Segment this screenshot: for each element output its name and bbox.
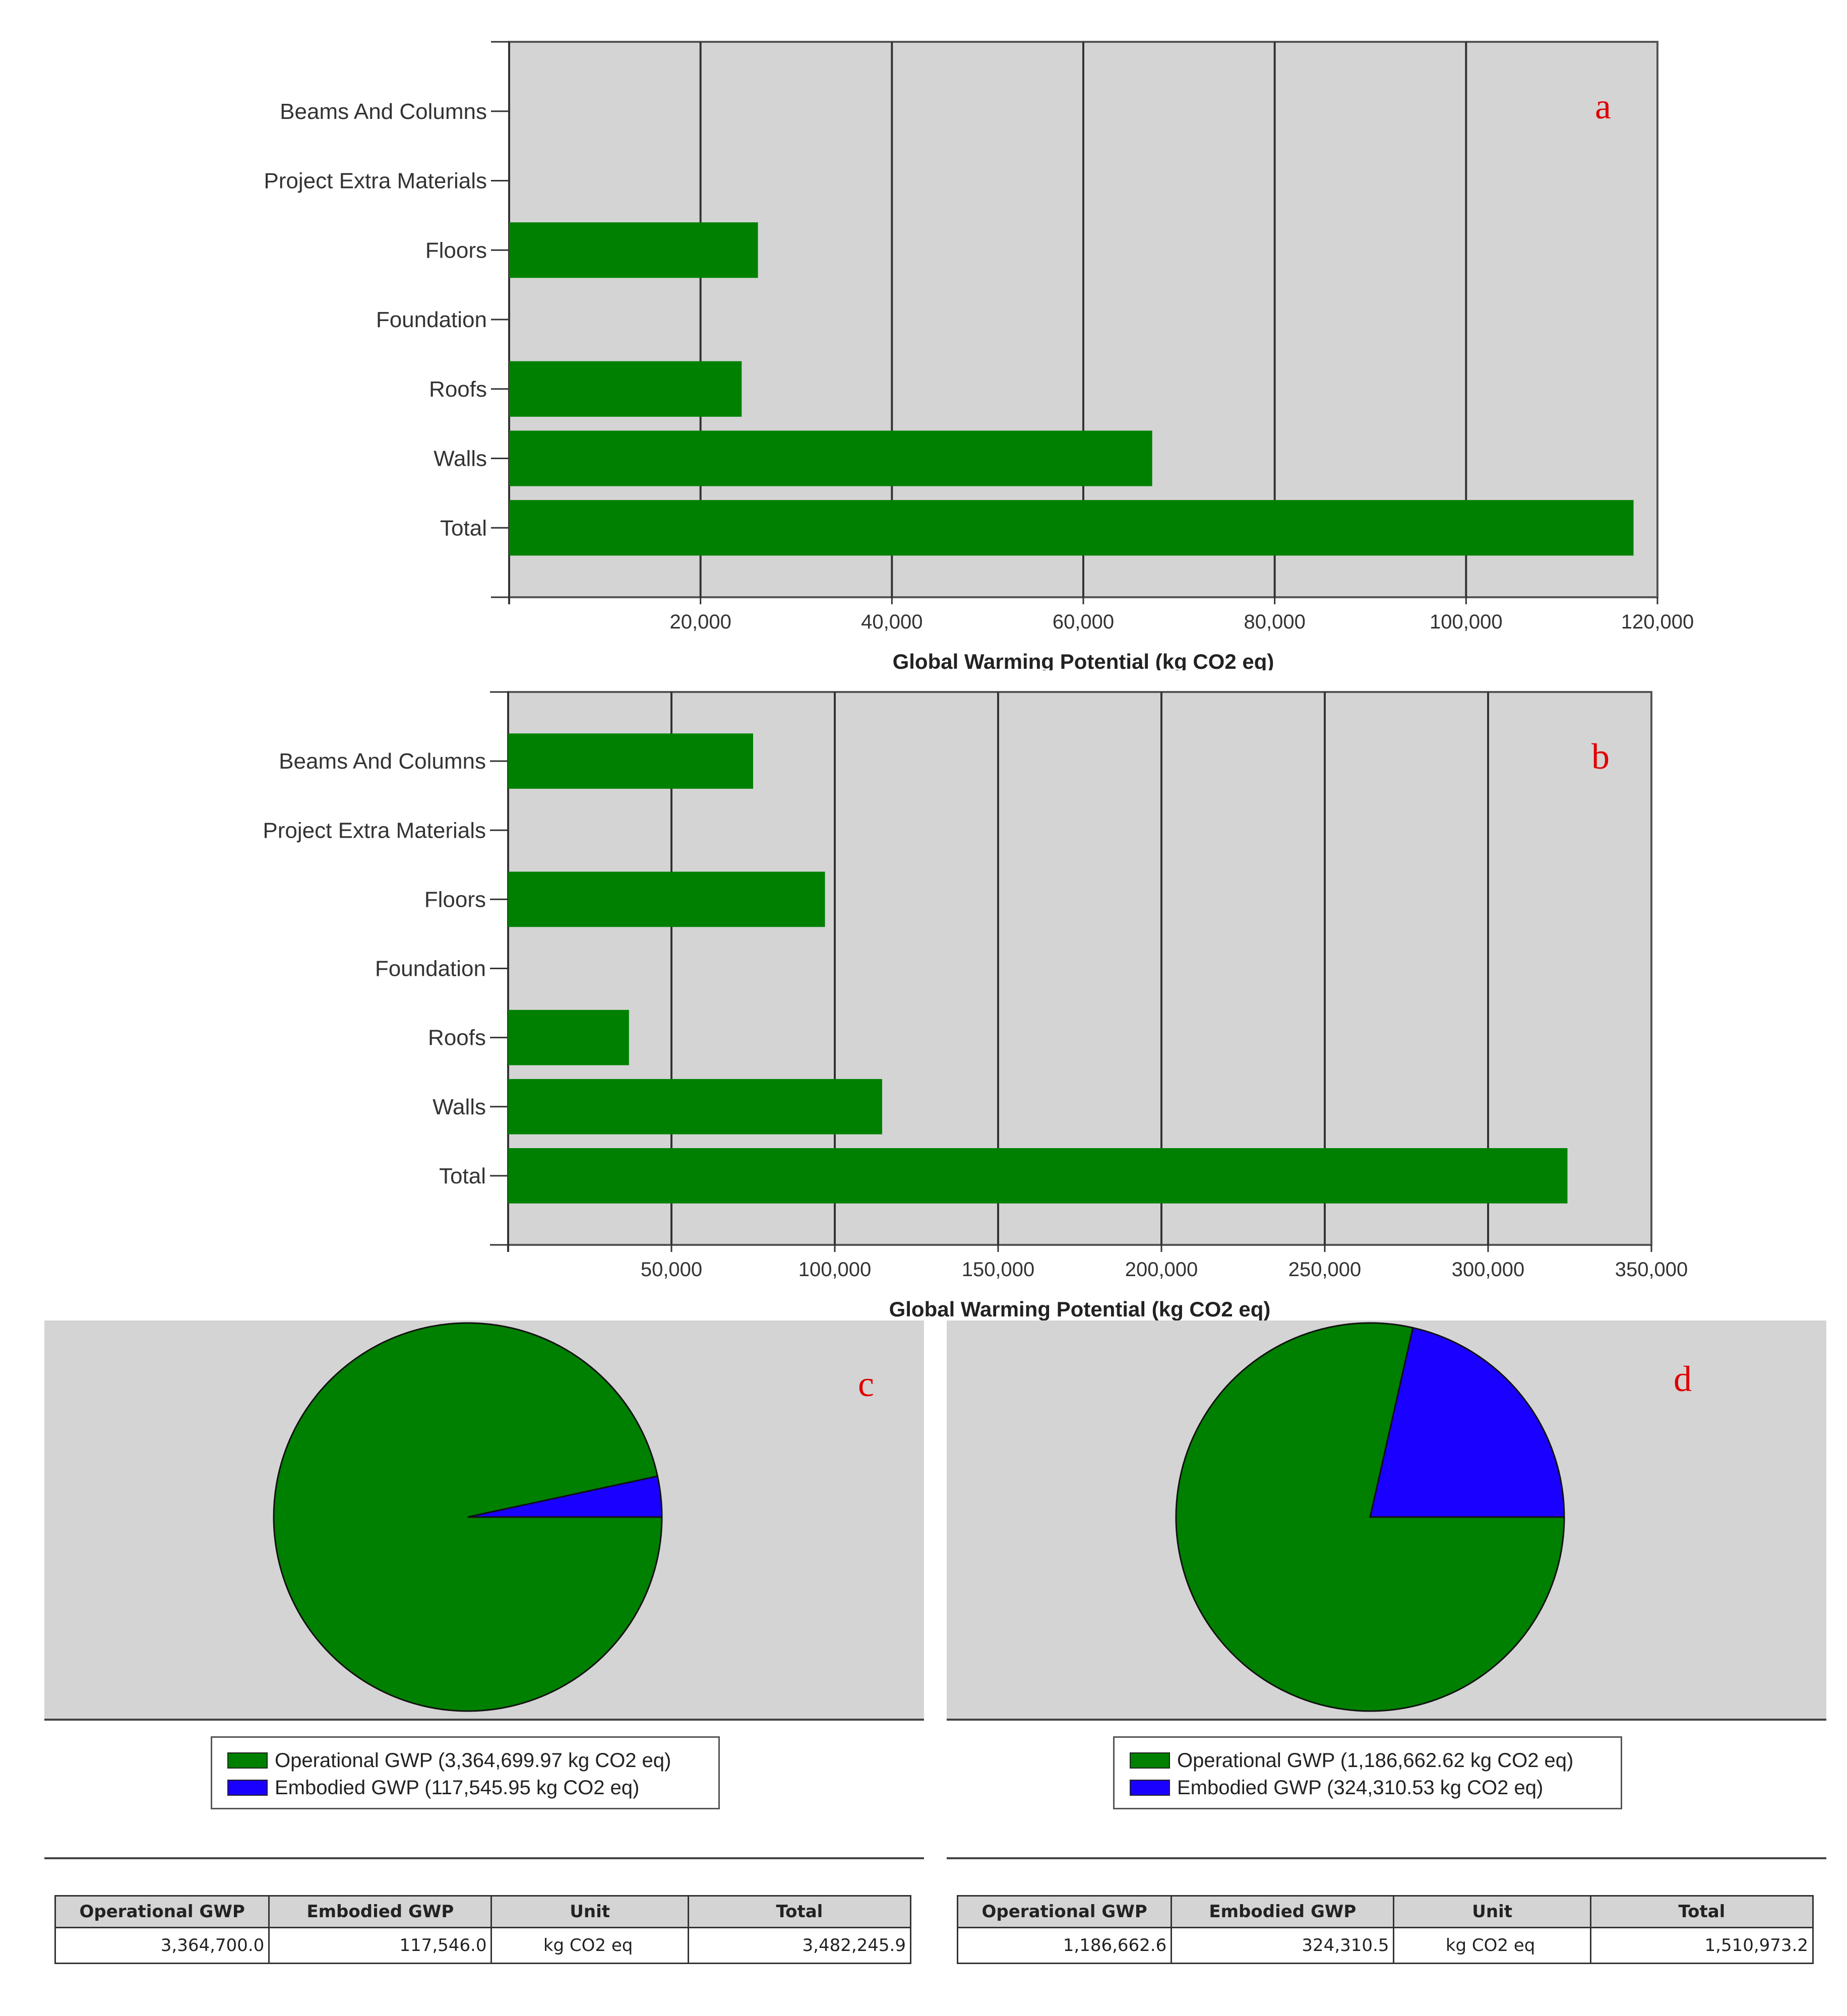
- table-header-row: Operational GWP Embodied GWP Unit Total: [956, 1895, 1814, 1928]
- legend-label: Embodied GWP (117,545.95 kg CO2 eq): [275, 1776, 640, 1799]
- table-header: Unit: [1393, 1895, 1591, 1928]
- table-cell: kg CO2 eq: [1393, 1927, 1591, 1964]
- legend-item-embodied: Embodied GWP (324,310.53 kg CO2 eq): [1130, 1774, 1606, 1801]
- category-label: Foundation: [376, 307, 487, 332]
- slice-embodied: [1369, 1327, 1565, 1518]
- category-label: Walls: [433, 1095, 486, 1119]
- category-label: Beams And Columns: [280, 99, 487, 124]
- x-tick-label: 300,000: [1452, 1258, 1525, 1281]
- x-tick-label: 80,000: [1244, 611, 1305, 633]
- x-tick-label: 120,000: [1621, 611, 1694, 633]
- panel-letter: d: [1674, 1359, 1692, 1399]
- bar: [509, 430, 1152, 486]
- legend-item-operational: Operational GWP (3,364,699.97 kg CO2 eq): [227, 1747, 703, 1774]
- x-tick-label: 100,000: [1430, 611, 1503, 633]
- table-cell: 3,364,700.0: [54, 1927, 270, 1964]
- bar: [508, 733, 753, 789]
- table-row: 3,364,700.0 117,546.0 kg CO2 eq 3,482,24…: [54, 1927, 912, 1964]
- table-header: Total: [687, 1895, 912, 1928]
- pie-chart-d: d: [1175, 1322, 1692, 1712]
- category-label: Walls: [434, 447, 487, 471]
- bar-chart-a: 20,000 40,000 60,000 80,000 100,000 120,000 Be…: [264, 41, 1694, 670]
- bar: [508, 871, 825, 927]
- x-tick-label: 50,000: [641, 1258, 702, 1281]
- x-tick-label: 100,000: [798, 1258, 872, 1281]
- table-header: Unit: [490, 1895, 689, 1928]
- table-row: 1,186,662.6 324,310.5 kg CO2 eq 1,510,97…: [956, 1927, 1814, 1964]
- category-label: Floors: [425, 238, 487, 263]
- category-label: Total: [440, 516, 487, 540]
- table-header: Operational GWP: [54, 1895, 270, 1928]
- category-label: Floors: [424, 887, 486, 912]
- legend-label: Operational GWP (1,186,662.62 kg CO2 eq): [1177, 1749, 1574, 1772]
- bar-chart-b: 50,000 100,000 150,000 200,000 250,000 300,00…: [263, 691, 1688, 1321]
- table-cell: 324,310.5: [1171, 1927, 1395, 1964]
- slice-embodied: [467, 1475, 663, 1518]
- summary-table-c: Operational GWP Embodied GWP Unit Total …: [54, 1895, 912, 1964]
- bar: [509, 361, 742, 417]
- summary-table-d: Operational GWP Embodied GWP Unit Total …: [956, 1895, 1814, 1964]
- x-tick-label: 20,000: [669, 611, 731, 633]
- bar: [508, 1148, 1568, 1204]
- table-cell: 1,186,662.6: [956, 1927, 1173, 1964]
- category-label: Roofs: [428, 1026, 486, 1050]
- table-header: Total: [1589, 1895, 1814, 1928]
- x-tick-label: 60,000: [1053, 611, 1114, 633]
- table-cell: 117,546.0: [268, 1927, 492, 1964]
- bar: [509, 500, 1634, 556]
- legend-label: Operational GWP (3,364,699.97 kg CO2 eq): [275, 1749, 671, 1772]
- x-axis-title: Global Warming Potential (kg CO2 eq): [889, 1297, 1271, 1321]
- pie-chart-c: c: [273, 1322, 874, 1712]
- table-header: Embodied GWP: [268, 1895, 492, 1928]
- table-header: Operational GWP: [956, 1895, 1173, 1928]
- legend-item-operational: Operational GWP (1,186,662.62 kg CO2 eq): [1130, 1747, 1606, 1774]
- x-tick-label: 350,000: [1615, 1258, 1688, 1281]
- table-header: Embodied GWP: [1171, 1895, 1395, 1928]
- operational-swatch-icon: [1130, 1752, 1170, 1769]
- category-label: Project Extra Materials: [263, 818, 486, 843]
- table-header-row: Operational GWP Embodied GWP Unit Total: [54, 1895, 912, 1928]
- pie-panel-c: c Operational GWP (3,364,699.97 kg CO2 e…: [44, 1320, 924, 2016]
- bar: [508, 1010, 629, 1065]
- table-cell: 3,482,245.9: [687, 1927, 912, 1964]
- x-tick-label: 40,000: [861, 611, 922, 633]
- legend-d: Operational GWP (1,186,662.62 kg CO2 eq)…: [1113, 1736, 1622, 1809]
- x-tick-label: 200,000: [1125, 1258, 1198, 1281]
- divider: [947, 1857, 1826, 1859]
- x-axis-title: Global Warming Potential (kg CO2 eq): [893, 650, 1274, 670]
- panel-letter: c: [858, 1364, 874, 1404]
- x-tick-label: 150,000: [962, 1258, 1035, 1281]
- category-label: Project Extra Materials: [264, 169, 487, 194]
- legend-c: Operational GWP (3,364,699.97 kg CO2 eq)…: [211, 1736, 720, 1809]
- embodied-swatch-icon: [227, 1780, 268, 1796]
- divider: [44, 1857, 924, 1859]
- pie-panel-d: d Operational GWP (1,186,662.62 kg CO2 e…: [947, 1320, 1826, 2016]
- bar: [508, 1079, 882, 1135]
- embodied-swatch-icon: [1130, 1780, 1170, 1796]
- operational-swatch-icon: [227, 1752, 268, 1769]
- bar: [509, 222, 758, 278]
- table-cell: kg CO2 eq: [490, 1927, 689, 1964]
- category-label: Beams And Columns: [279, 749, 486, 774]
- panel-letter: b: [1591, 736, 1610, 777]
- legend-label: Embodied GWP (324,310.53 kg CO2 eq): [1177, 1776, 1544, 1799]
- category-label: Foundation: [375, 957, 486, 981]
- category-label: Total: [439, 1164, 486, 1188]
- legend-item-embodied: Embodied GWP (117,545.95 kg CO2 eq): [227, 1774, 703, 1801]
- panel-letter: a: [1595, 86, 1611, 127]
- category-label: Roofs: [429, 377, 487, 402]
- table-cell: 1,510,973.2: [1589, 1927, 1814, 1964]
- x-tick-label: 250,000: [1288, 1258, 1362, 1281]
